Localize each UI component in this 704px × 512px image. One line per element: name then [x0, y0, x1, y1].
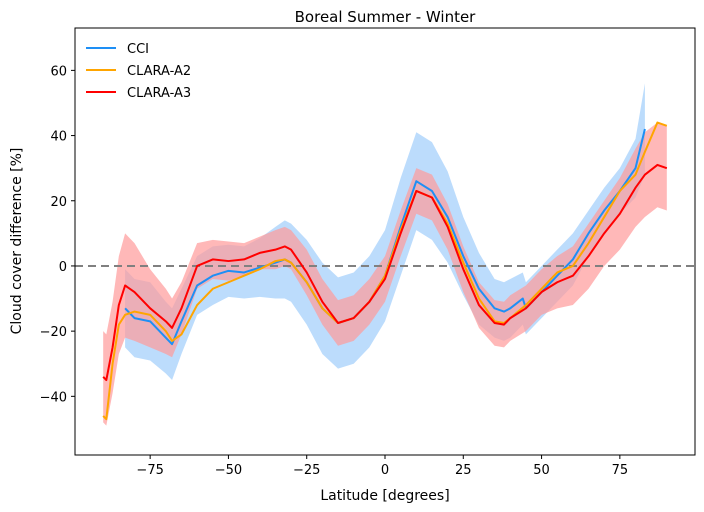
x-tick-label: 50 — [533, 463, 550, 478]
x-tick-label: 25 — [455, 463, 472, 478]
chart-title: Boreal Summer - Winter — [295, 8, 477, 26]
line-clara-a3 — [102, 163, 668, 382]
y-tick-label: 0 — [59, 260, 67, 275]
x-tick-label: 75 — [612, 463, 629, 478]
x-tick-label: −50 — [215, 463, 242, 478]
y-axis: −40 −20 0 20 40 60 — [40, 64, 75, 405]
legend-label: CLARA-A3 — [127, 86, 191, 101]
legend-label: CCI — [127, 42, 149, 57]
y-axis-label: Cloud cover difference [%] — [9, 148, 25, 335]
x-axis: −75 −50 −25 0 25 50 75 — [136, 455, 628, 478]
confidence-bands — [103, 83, 667, 426]
y-tick-label: 60 — [50, 64, 67, 79]
x-tick-label: −25 — [293, 463, 320, 478]
series-lines — [102, 121, 668, 421]
x-tick-label: −75 — [136, 463, 163, 478]
y-tick-label: 20 — [50, 195, 67, 210]
legend-label: CLARA-A2 — [127, 64, 191, 79]
y-tick-label: −40 — [40, 390, 67, 405]
y-tick-label: −20 — [40, 325, 67, 340]
x-axis-label: Latitude [degrees] — [320, 488, 449, 504]
legend: CCI CLARA-A2 CLARA-A3 — [86, 42, 191, 101]
band-cci — [125, 83, 645, 381]
y-tick-label: 40 — [50, 130, 67, 145]
x-tick-label: 0 — [381, 463, 389, 478]
